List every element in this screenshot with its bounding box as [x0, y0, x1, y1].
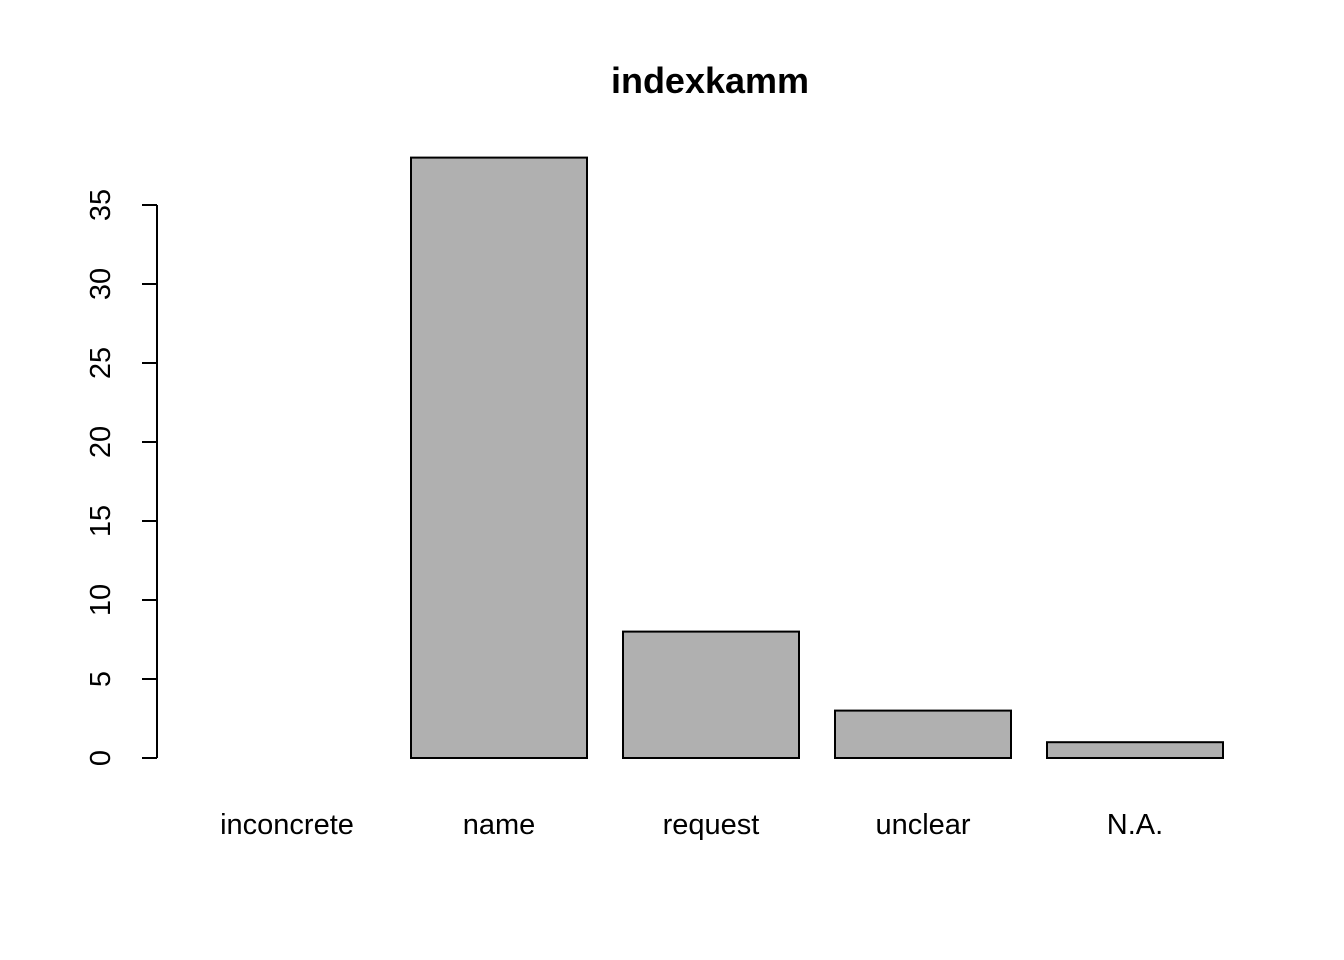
y-tick-label: 5 [85, 671, 117, 687]
bar-name [410, 156, 588, 760]
bar-unclear [834, 709, 1012, 759]
y-tick-label: 30 [85, 268, 117, 300]
y-tick-label: 10 [85, 584, 117, 616]
x-category-label: name [463, 809, 536, 841]
y-tick-label: 20 [85, 426, 117, 458]
x-category-label: N.A. [1107, 809, 1163, 841]
y-tick-label: 25 [85, 347, 117, 379]
y-axis: 0 5 10 15 20 25 30 35 [85, 189, 158, 766]
y-tick-label: 0 [85, 750, 117, 766]
x-category-label: inconcrete [220, 809, 354, 841]
bar-request [622, 630, 800, 759]
bar-n-a [1046, 741, 1224, 760]
x-category-label: unclear [875, 809, 970, 841]
y-tick-label: 35 [85, 189, 117, 221]
bars-group [410, 156, 1224, 760]
x-category-label: request [663, 809, 760, 841]
chart-title: indexkamm [611, 60, 809, 101]
y-tick-label: 15 [85, 505, 117, 537]
x-axis-labels: inconcrete name request unclear N.A. [220, 809, 1163, 841]
